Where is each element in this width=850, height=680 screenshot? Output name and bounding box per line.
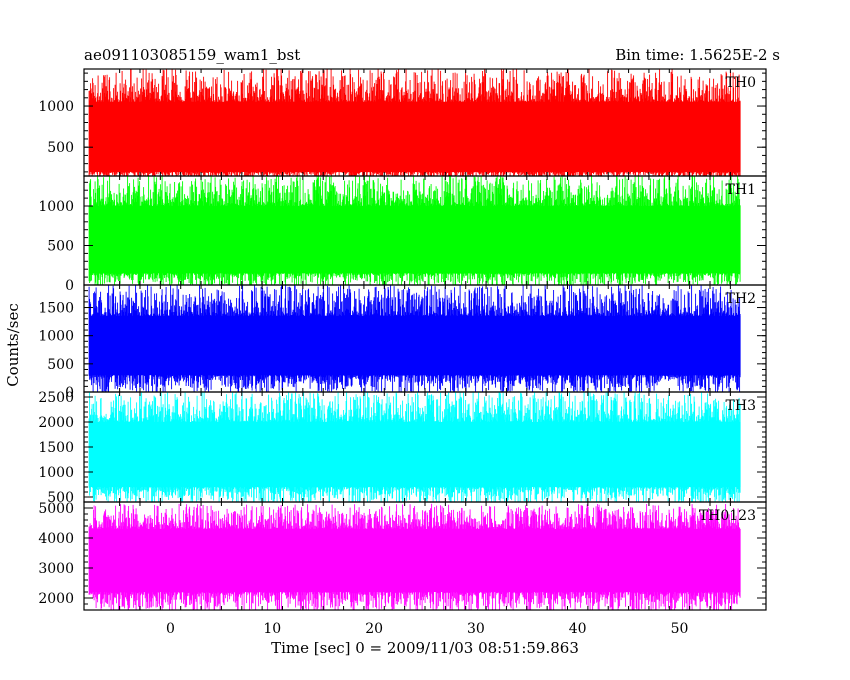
- series-trace-th2: [88, 285, 741, 392]
- y-tick-label: 2500: [38, 390, 74, 406]
- bin-time-label: Bin time: 1.5625E-2 s: [615, 46, 780, 64]
- y-tick-label: 5000: [38, 501, 74, 517]
- y-tick-label: 1000: [38, 199, 74, 215]
- x-tick-label: 50: [671, 621, 689, 637]
- panel-th0: 500 1000 TH0: [38, 68, 767, 177]
- panel-label-th1: TH1: [726, 182, 756, 198]
- x-tick-label: 30: [467, 621, 485, 637]
- panel-th3: 500 1000 1500 2000 2500 TH3: [38, 390, 767, 506]
- panels-layer: 5001000TH005001000TH1050010001500TH25001…: [38, 68, 767, 637]
- chart-title: ae091103085159_wam1_bst: [84, 46, 300, 64]
- y-tick-label: 2000: [38, 415, 74, 431]
- panel-th1: 0 500 1000 TH1: [38, 175, 767, 294]
- series-trace-th0123: [88, 503, 741, 610]
- panel-th0123: 2000 3000 4000 5000 TH0123: [38, 501, 767, 611]
- panel-label-th3: TH3: [726, 398, 756, 414]
- panel-label-th2: TH2: [726, 291, 756, 307]
- y-tick-label: 1000: [38, 465, 74, 481]
- y-tick-label: 2000: [38, 591, 74, 607]
- panel-th2: 0 500 1000 1500 TH2: [38, 284, 767, 401]
- y-tick-label: 500: [47, 490, 74, 506]
- y-tick-label: 500: [47, 357, 74, 373]
- y-tick-label: 1000: [38, 99, 74, 115]
- y-tick-label: 3000: [38, 561, 74, 577]
- y-tick-label: 500: [47, 239, 74, 255]
- x-tick-label: 0: [166, 621, 175, 637]
- y-axis-label: Counts/sec: [4, 303, 22, 387]
- y-tick-label: 500: [47, 140, 74, 156]
- y-tick-label: 0: [65, 385, 74, 401]
- x-tick-label: 40: [569, 621, 587, 637]
- y-tick-label: 1500: [38, 301, 74, 317]
- x-axis-label: Time [sec] 0 = 2009/11/03 08:51:59.863: [271, 639, 579, 657]
- panel-label-th0: TH0: [726, 75, 756, 91]
- y-tick-label: 1500: [38, 440, 74, 456]
- series-trace-th3: [88, 392, 741, 502]
- panel-label-th0123: TH0123: [699, 508, 756, 524]
- series-trace-th0: [88, 69, 741, 176]
- series-trace-th1: [88, 176, 741, 285]
- x-tick-label: 20: [365, 621, 383, 637]
- x-tick-label: 10: [263, 621, 281, 637]
- y-tick-label: 1000: [38, 329, 74, 345]
- y-tick-label: 4000: [38, 531, 74, 547]
- y-tick-label: 0: [65, 278, 74, 294]
